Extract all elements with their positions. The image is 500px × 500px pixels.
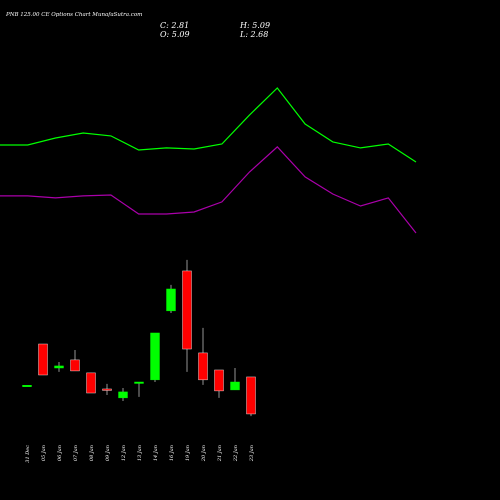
x-tick-label: 19 Jan xyxy=(185,445,191,461)
x-tick-label: 05 Jan xyxy=(41,445,47,461)
candle-body xyxy=(166,288,176,312)
indicator-line xyxy=(0,146,417,234)
low-label: L: 2.68 xyxy=(239,30,268,39)
x-tick-label: 23 Jan xyxy=(249,445,255,462)
chart-title: PNB 125.00 CE Options Chart MunafaSutra.… xyxy=(5,12,142,18)
x-tick-label: 06 Jan xyxy=(57,445,63,461)
indicator-line xyxy=(0,87,417,163)
x-tick-label: 09 Jan xyxy=(105,445,111,461)
x-tick-label: 31 Dec xyxy=(25,445,31,463)
candle-body xyxy=(38,343,48,376)
x-tick-label: 08 Jan xyxy=(89,445,95,461)
candle-body xyxy=(102,388,112,391)
x-tick-label: 07 Jan xyxy=(73,445,79,461)
candle-body xyxy=(182,270,192,350)
candle-body xyxy=(198,352,208,381)
open-label: O: 5.09 xyxy=(160,30,190,39)
candle-body xyxy=(246,376,256,415)
x-tick-label: 16 Jan xyxy=(169,445,175,461)
close-label: C: 2.81 xyxy=(160,21,189,30)
x-tick-label: 13 Jan xyxy=(137,445,143,461)
candle-body xyxy=(86,372,96,394)
candle-body xyxy=(214,369,224,392)
x-tick-label: 22 Jan xyxy=(233,445,239,462)
high-label: H: 5.09 xyxy=(239,21,270,30)
candle-body xyxy=(134,381,144,384)
candle-body xyxy=(70,359,80,372)
candle-body xyxy=(54,365,64,369)
x-tick-label: 20 Jan xyxy=(201,445,207,462)
x-tick-label: 14 Jan xyxy=(153,445,159,461)
candle-body xyxy=(118,391,128,399)
candle-body xyxy=(150,332,160,381)
candle-body xyxy=(230,381,240,391)
x-tick-label: 12 Jan xyxy=(121,445,127,461)
x-tick-label: 21 Jan xyxy=(217,445,223,462)
candle-body xyxy=(22,385,32,387)
